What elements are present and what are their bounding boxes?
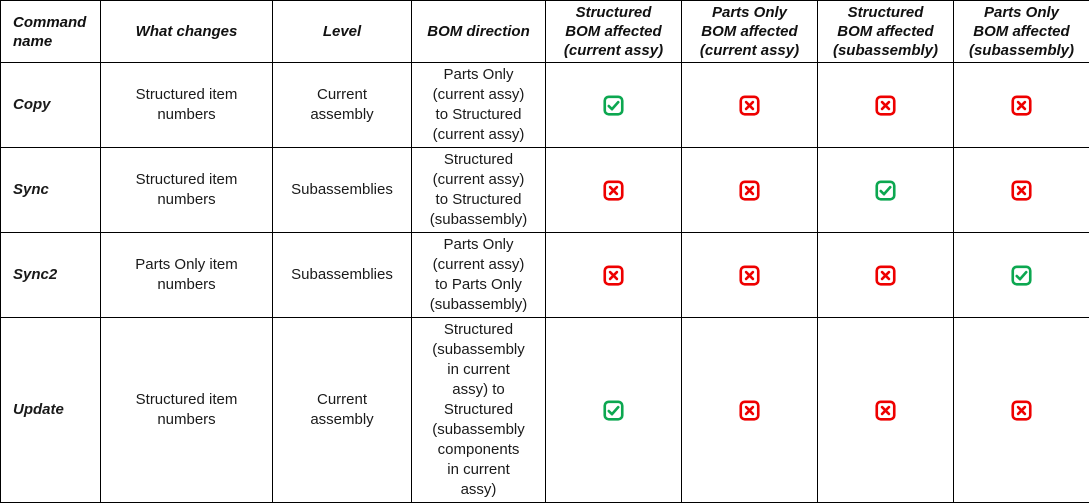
column-header-bom-direction: BOM direction: [412, 1, 546, 63]
structured-bom-current-cell: [546, 318, 682, 503]
level-cell: Subassemblies: [273, 148, 412, 233]
crossed-checkbox-icon: [875, 95, 896, 116]
command-name-cell: Copy: [1, 63, 101, 148]
crossed-checkbox-icon: [739, 400, 760, 421]
bom-direction-cell: Parts Only (current assy) to Structured …: [412, 63, 546, 148]
parts-only-bom-subassembly-cell: [954, 148, 1089, 233]
table-row-update: Update Structured item numbers Current a…: [1, 318, 1089, 503]
checked-checkbox-icon: [603, 400, 624, 421]
crossed-checkbox-icon: [603, 180, 624, 201]
what-changes-cell: Structured item numbers: [101, 148, 273, 233]
crossed-checkbox-icon: [739, 180, 760, 201]
column-header-what-changes: What changes: [101, 1, 273, 63]
structured-bom-current-cell: [546, 63, 682, 148]
crossed-checkbox-icon: [1011, 180, 1032, 201]
what-changes-cell: Structured item numbers: [101, 63, 273, 148]
structured-bom-current-cell: [546, 233, 682, 318]
crossed-checkbox-icon: [1011, 95, 1032, 116]
parts-only-bom-subassembly-cell: [954, 318, 1089, 503]
crossed-checkbox-icon: [875, 400, 896, 421]
crossed-checkbox-icon: [739, 95, 760, 116]
crossed-checkbox-icon: [875, 265, 896, 286]
bom-direction-cell: Parts Only (current assy) to Parts Only …: [412, 233, 546, 318]
command-name-cell: Update: [1, 318, 101, 503]
column-header-command-name: Command name: [1, 1, 101, 63]
what-changes-cell: Parts Only item numbers: [101, 233, 273, 318]
crossed-checkbox-icon: [1011, 400, 1032, 421]
table-row-sync2: Sync2 Parts Only item numbers Subassembl…: [1, 233, 1089, 318]
parts-only-bom-current-cell: [682, 318, 818, 503]
command-name-cell: Sync: [1, 148, 101, 233]
column-header-structured-bom-subassembly: Structured BOM affected (subassembly): [818, 1, 954, 63]
structured-bom-subassembly-cell: [818, 318, 954, 503]
crossed-checkbox-icon: [603, 265, 624, 286]
parts-only-bom-subassembly-cell: [954, 233, 1089, 318]
bom-direction-cell: Structured (subassembly in current assy)…: [412, 318, 546, 503]
structured-bom-current-cell: [546, 148, 682, 233]
structured-bom-subassembly-cell: [818, 148, 954, 233]
checked-checkbox-icon: [1011, 265, 1032, 286]
level-cell: Subassemblies: [273, 233, 412, 318]
what-changes-cell: Structured item numbers: [101, 318, 273, 503]
bom-direction-cell: Structured (current assy) to Structured …: [412, 148, 546, 233]
level-cell: Current assembly: [273, 318, 412, 503]
column-header-parts-only-bom-current-assy: Parts Only BOM affected (current assy): [682, 1, 818, 63]
column-header-level: Level: [273, 1, 412, 63]
parts-only-bom-current-cell: [682, 148, 818, 233]
table-row-copy: Copy Structured item numbers Current ass…: [1, 63, 1089, 148]
parts-only-bom-current-cell: [682, 63, 818, 148]
column-header-structured-bom-current-assy: Structured BOM affected (current assy): [546, 1, 682, 63]
column-header-parts-only-bom-subassembly: Parts Only BOM affected (subassembly): [954, 1, 1089, 63]
structured-bom-subassembly-cell: [818, 233, 954, 318]
crossed-checkbox-icon: [739, 265, 760, 286]
table-row-sync: Sync Structured item numbers Subassembli…: [1, 148, 1089, 233]
command-name-cell: Sync2: [1, 233, 101, 318]
header-row: Command name What changes Level BOM dire…: [1, 1, 1089, 63]
level-cell: Current assembly: [273, 63, 412, 148]
checked-checkbox-icon: [875, 180, 896, 201]
structured-bom-subassembly-cell: [818, 63, 954, 148]
parts-only-bom-subassembly-cell: [954, 63, 1089, 148]
parts-only-bom-current-cell: [682, 233, 818, 318]
checked-checkbox-icon: [603, 95, 624, 116]
